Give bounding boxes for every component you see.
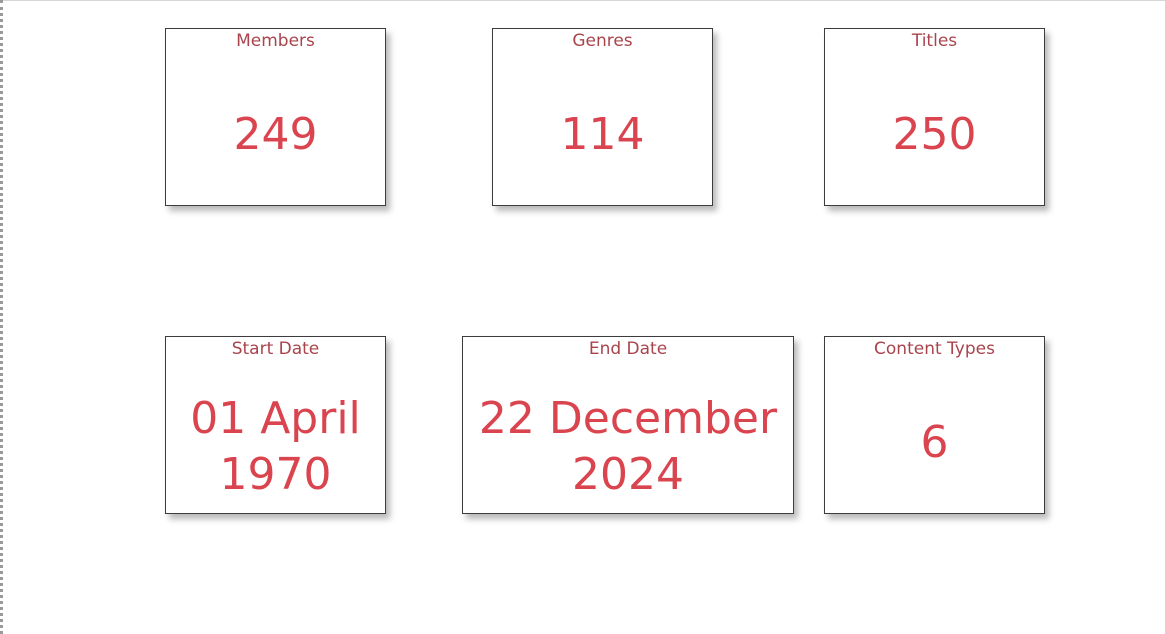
- card-start-date-value: 01 April 1970: [190, 393, 361, 500]
- card-end-date-title: End Date: [588, 339, 668, 359]
- card-start-date-title: Start Date: [231, 339, 320, 359]
- card-start-date[interactable]: Start Date 01 April 1970: [165, 336, 386, 514]
- card-genres[interactable]: Genres 114: [492, 28, 713, 206]
- card-members-value: 249: [233, 109, 318, 160]
- card-members[interactable]: Members 249: [165, 28, 386, 206]
- top-divider: [0, 0, 1165, 1]
- card-content-types-value: 6: [920, 417, 949, 468]
- card-end-date-value: 22 December 2024: [478, 393, 778, 500]
- card-content-types-title: Content Types: [874, 339, 995, 359]
- card-titles[interactable]: Titles 250: [824, 28, 1045, 206]
- card-genres-title: Genres: [572, 31, 633, 51]
- left-dotted-border: [0, 0, 3, 634]
- card-members-title: Members: [236, 31, 315, 51]
- card-end-date[interactable]: End Date 22 December 2024: [462, 336, 794, 514]
- card-content-types[interactable]: Content Types 6: [824, 336, 1045, 514]
- card-genres-value: 114: [560, 109, 645, 160]
- card-titles-value: 250: [892, 109, 977, 160]
- card-titles-title: Titles: [911, 31, 958, 51]
